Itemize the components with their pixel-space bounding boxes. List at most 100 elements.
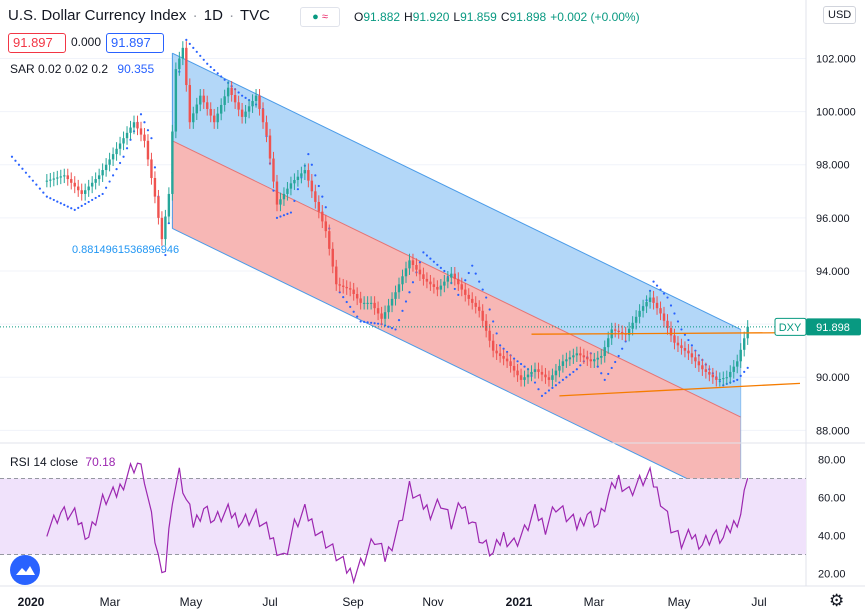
price-tick-label: 88.000 (816, 425, 850, 437)
gear-icon[interactable]: ⚙ (829, 591, 845, 610)
sar-dot (739, 374, 742, 377)
candle-body (593, 359, 596, 362)
sar-dot (662, 292, 666, 295)
candle-body (631, 322, 634, 329)
sar-dot (387, 325, 390, 328)
sar-dot (519, 362, 523, 366)
candle-body (331, 248, 334, 267)
candle-body (439, 285, 443, 290)
last-price-text: 91.898 (816, 322, 850, 334)
channel-middle-line (172, 140, 741, 418)
time-tick-label: Sep (342, 595, 364, 609)
candle-body (669, 328, 673, 336)
candle-body (408, 260, 411, 269)
candle-body (230, 87, 233, 95)
candle-body (108, 159, 111, 165)
candle-body (673, 335, 676, 343)
candle-body (153, 178, 157, 197)
candle-body (676, 342, 680, 346)
currency-button[interactable]: USD (823, 6, 857, 24)
candle-body (83, 190, 87, 194)
candle-body (373, 302, 376, 309)
sar-dot (38, 187, 41, 190)
symbol-title-row[interactable]: U.S. Dollar Currency Index · 1D · TVC (8, 7, 270, 24)
sar-dot (614, 360, 617, 364)
buy-price-button[interactable]: 91.897 (106, 33, 164, 53)
trend-lines[interactable] (0, 326, 806, 397)
sar-dot (98, 194, 101, 198)
ohlc-key: O (354, 10, 364, 24)
sar-dot (401, 309, 404, 312)
candle-body (491, 340, 495, 351)
candle-body (244, 111, 247, 117)
candle-body (150, 159, 153, 179)
interval-label[interactable]: 1D (203, 7, 223, 24)
candle-body (90, 182, 94, 187)
candle-body (132, 122, 136, 128)
sar-dot (617, 354, 620, 358)
sar-dot (516, 360, 519, 363)
sar-dot (56, 200, 59, 203)
candle-body (52, 178, 56, 180)
rsi-legend[interactable]: RSI 14 close 70.18 (10, 455, 115, 469)
market-status-icons[interactable]: ● ≈ (300, 7, 340, 27)
candle-body (617, 330, 620, 333)
candle-body (575, 353, 579, 356)
candle-body (680, 345, 683, 349)
rsi-axis[interactable]: 80.00 60.00 40.00 20.00 (818, 454, 846, 580)
candle-body (526, 374, 530, 378)
candle-body (645, 301, 648, 307)
sar-dot (84, 202, 87, 206)
candle-body (422, 274, 425, 279)
time-tick-label: Mar (100, 595, 121, 609)
time-axis[interactable]: 2020 Mar May Jul Sep Nov 2021 Mar May Jul (18, 595, 767, 609)
sar-dot (418, 261, 422, 264)
candle-body (627, 328, 631, 335)
regression-channel[interactable] (171, 52, 742, 506)
sar-dot (676, 320, 680, 323)
candle-body (589, 359, 592, 362)
symbol-title[interactable]: U.S. Dollar Currency Index (8, 7, 187, 24)
spread-value: 0.000 (71, 35, 102, 49)
sar-dot (443, 269, 446, 273)
candle-body (300, 173, 303, 177)
candle-body (366, 302, 369, 304)
sar-legend[interactable]: SAR 0.02 0.02 0.2 90.355 (10, 62, 154, 76)
candle-body (174, 69, 178, 132)
candle-body (73, 182, 76, 187)
sar-dot (429, 257, 432, 260)
sar-dot (66, 205, 69, 208)
candle-body (303, 170, 307, 174)
tradingview-logo[interactable] (10, 555, 40, 585)
candle-body (348, 288, 352, 290)
candle-body (652, 297, 655, 303)
candle-body (390, 298, 394, 306)
sar-dot (359, 320, 362, 323)
time-tick-label: May (180, 595, 203, 609)
sar-dot (139, 113, 143, 116)
candle-body (467, 294, 470, 299)
sar-dot (512, 357, 516, 360)
candle-body (143, 134, 146, 141)
sar-dot (24, 171, 28, 174)
time-tick-label: Jul (751, 595, 766, 609)
sar-dot (652, 280, 655, 283)
sar-dot (425, 254, 429, 257)
sar-dot (485, 296, 488, 299)
candle-body (443, 281, 446, 286)
sar-dot (87, 200, 90, 204)
sar-dot (523, 365, 526, 368)
sell-price-button[interactable]: 91.897 (8, 33, 66, 53)
sar-dot (376, 322, 380, 325)
candle-body (136, 122, 139, 129)
candle-body (111, 154, 115, 160)
candle-body (530, 371, 533, 375)
candle-body (282, 193, 286, 200)
source-label: TVC (240, 7, 271, 24)
candle-body (171, 131, 174, 194)
sar-dot (554, 384, 558, 387)
sar-dot (286, 212, 289, 215)
sar-dot (540, 394, 544, 397)
candle-body (213, 115, 216, 123)
